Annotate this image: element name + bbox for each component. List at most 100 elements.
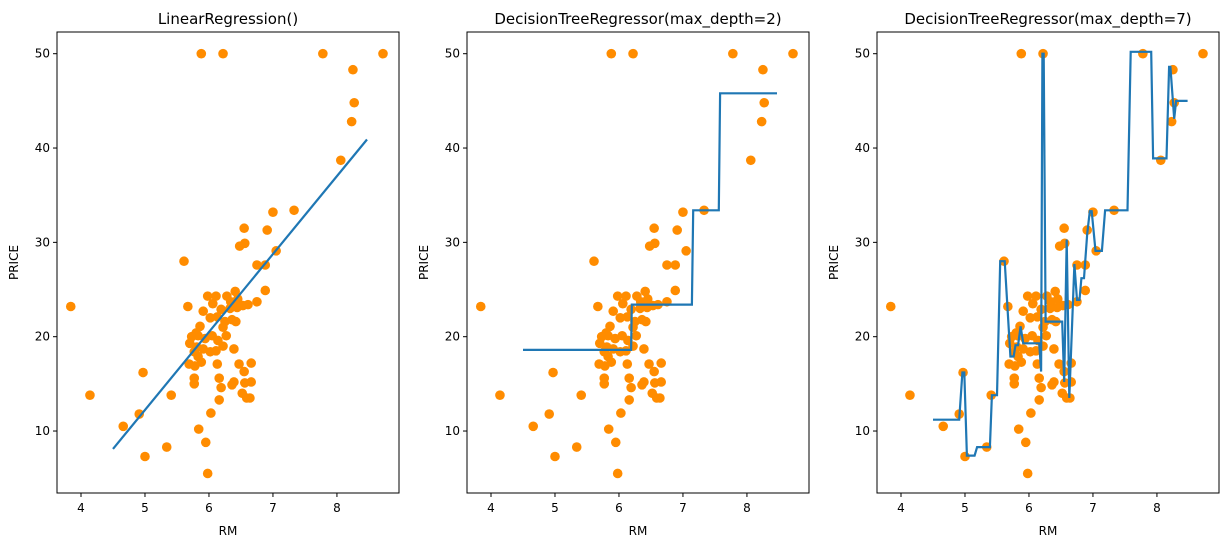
scatter-point (206, 408, 216, 418)
x-tick-label: 7 (269, 501, 277, 515)
scatter-point (138, 367, 148, 378)
scatter-point (262, 225, 272, 235)
x-axis-label: RM (1039, 524, 1058, 538)
scatter-point (234, 241, 245, 251)
x-tick-label: 8 (333, 501, 341, 515)
scatter-point (1034, 395, 1045, 405)
scatter-point (1052, 294, 1063, 304)
scatter-point (1049, 377, 1059, 387)
scatter-point (606, 357, 617, 367)
scatter-point (640, 286, 650, 297)
scatter-point (239, 378, 250, 388)
x-tick-label: 4 (77, 501, 85, 515)
scatter-point (216, 304, 226, 315)
y-tick-label: 30 (35, 235, 50, 249)
scatter-point (193, 424, 204, 434)
subplot-title: DecisionTreeRegressor(max_depth=2) (494, 10, 781, 29)
prediction-line (112, 138, 368, 450)
scatter-point (615, 313, 626, 323)
axes-frame (466, 31, 810, 494)
scatter-point (1009, 379, 1020, 389)
scatter-point (232, 302, 242, 313)
scatter-point (1038, 322, 1048, 333)
scatter-point (318, 48, 328, 59)
scatter-point (1138, 48, 1148, 59)
y-axis-label: PRICE (827, 245, 841, 280)
scatter-point (118, 421, 129, 432)
y-axis-label: PRICE (7, 245, 21, 280)
scatter-point (475, 301, 486, 312)
scatter-point (756, 116, 767, 127)
scatter-point (198, 306, 209, 317)
scatter-point (184, 338, 195, 349)
scatter-point (1028, 298, 1038, 309)
scatter-point (229, 344, 239, 354)
scatter-point (211, 346, 221, 356)
x-tick-label: 6 (615, 501, 623, 515)
scatter-point (239, 366, 249, 377)
x-tick-label: 5 (141, 501, 149, 515)
scatter-point (349, 97, 360, 108)
scatter-point (166, 390, 177, 400)
scatter-point (662, 260, 672, 270)
scatter-point (612, 468, 623, 479)
scatter-point (1026, 408, 1036, 418)
scatter-point (1018, 306, 1029, 317)
y-tick-label: 20 (35, 330, 50, 344)
scatter-point (655, 393, 665, 403)
y-tick-label: 10 (35, 424, 50, 438)
scatter-point (378, 48, 388, 59)
scatter-point (788, 48, 798, 59)
scatter-point (759, 97, 770, 108)
scatter-point (1049, 344, 1059, 354)
scatter-point (216, 382, 226, 393)
scatter-point (346, 116, 357, 127)
x-tick-label: 4 (487, 501, 495, 515)
scatter-point (550, 451, 560, 462)
y-tick-label: 40 (855, 141, 870, 155)
x-axis-label: RM (629, 524, 648, 538)
x-tick-label: 7 (1089, 501, 1097, 515)
scatter-point (1052, 302, 1062, 313)
scatter-point (644, 241, 655, 251)
scatter-point (624, 373, 635, 383)
scatter-point (622, 359, 633, 369)
scatter-point (218, 322, 228, 333)
scatter-point (594, 338, 605, 349)
scatter-point (218, 341, 228, 351)
scatter-point (245, 393, 255, 403)
scatter-point (1155, 155, 1166, 166)
scatter-point (608, 306, 619, 317)
scatter-point (211, 291, 221, 301)
scatter-point (1031, 346, 1041, 356)
scatter-point (628, 48, 638, 59)
scatter-point (905, 390, 915, 400)
scatter-point (593, 301, 603, 312)
scatter-point (495, 390, 505, 400)
subplot-title: LinearRegression() (158, 10, 298, 28)
scatter-point (528, 421, 539, 432)
scatter-point (745, 155, 756, 166)
scatter-point (202, 291, 213, 301)
prediction-line (933, 50, 1188, 457)
prediction-line (523, 92, 777, 351)
scatter-point (1166, 116, 1177, 127)
y-tick-label: 40 (35, 141, 50, 155)
plot-area (467, 32, 809, 493)
scatter-point (221, 330, 232, 341)
x-tick-label: 5 (961, 501, 969, 515)
scatter-point (639, 344, 649, 354)
x-tick-label: 6 (1025, 501, 1033, 515)
scatter-point (1016, 357, 1027, 367)
scatter-point (1022, 291, 1033, 301)
scatter-point (161, 442, 172, 452)
scatter-point (289, 205, 299, 216)
scatter-point (624, 395, 635, 405)
scatter-point (218, 48, 228, 59)
scatter-point (621, 291, 631, 301)
scatter-point (205, 313, 216, 323)
scatter-point (230, 286, 240, 297)
scatter-point (938, 421, 949, 432)
scatter-point (670, 285, 681, 296)
x-tick-label: 5 (551, 501, 559, 515)
